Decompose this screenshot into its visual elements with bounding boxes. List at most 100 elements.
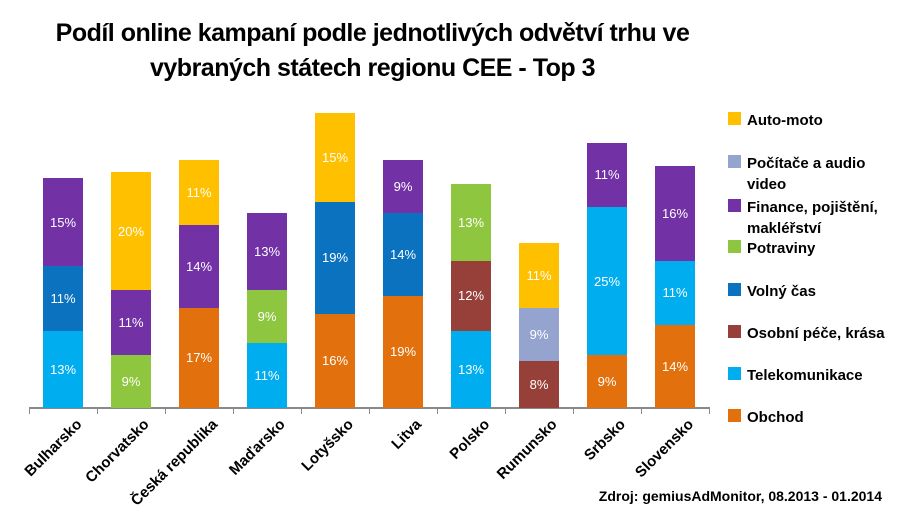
- legend-swatch-icon: [728, 409, 741, 422]
- bar-segment: 16%: [315, 313, 355, 408]
- segment-value-label: 17: [185, 350, 201, 366]
- bar-segment: 8%: [519, 360, 559, 408]
- legend-item: Telekomunikace: [728, 365, 863, 386]
- segment-value-label: 14: [389, 247, 405, 263]
- bar-segment: 11%: [247, 343, 287, 408]
- segment-value-label: 13: [253, 244, 269, 260]
- stacked-bar-bulharsko: 13% 11% 15%: [43, 177, 83, 408]
- segment-unit-label: %: [336, 353, 349, 369]
- legend-label: Osobní péče, krása: [747, 325, 885, 342]
- segment-unit-label: %: [267, 368, 280, 384]
- bar-segment: 19%: [315, 201, 355, 314]
- bar-segment: 11%: [111, 290, 151, 355]
- legend-item: Obchod: [728, 407, 804, 428]
- bar-segment: 20%: [111, 172, 151, 291]
- bar-segment: 13%: [43, 331, 83, 408]
- legend-item: Volný čas: [728, 281, 816, 302]
- x-axis-tick: [97, 409, 98, 414]
- x-axis-tick: [505, 409, 506, 414]
- stacked-bar-chorvatsko: 9% 11% 20%: [111, 172, 151, 408]
- segment-value-label: 9: [121, 373, 129, 389]
- bar-segment: 14%: [179, 225, 219, 308]
- chart-title: Podíl online kampaní podle jednotlivých …: [0, 16, 745, 86]
- segment-unit-label: %: [131, 314, 144, 330]
- segment-unit-label: %: [63, 291, 76, 307]
- bar-segment: 14%: [383, 213, 423, 296]
- x-axis-category-label: Polsko: [446, 416, 494, 463]
- bar-segment: 11%: [179, 160, 219, 226]
- x-axis-tick: [301, 409, 302, 414]
- segment-value-label: 9: [393, 179, 401, 195]
- segment-value-label: 15: [321, 149, 337, 165]
- segment-unit-label: %: [199, 185, 212, 201]
- bar-segment: 16%: [655, 166, 695, 261]
- segment-unit-label: %: [608, 273, 621, 289]
- legend-item: Potraviny: [728, 238, 815, 259]
- segment-value-label: 19: [321, 250, 337, 266]
- x-axis-category-label: Bulharsko: [21, 416, 86, 480]
- segment-unit-label: %: [64, 362, 77, 378]
- segment-unit-label: %: [128, 373, 141, 389]
- segment-unit-label: %: [64, 214, 77, 230]
- segment-unit-label: %: [536, 376, 549, 392]
- bar-segment: 9%: [111, 354, 151, 408]
- segment-value-label: 16: [661, 205, 677, 221]
- bar-segment: 13%: [451, 331, 491, 408]
- segment-unit-label: %: [472, 362, 485, 378]
- legend-item: Auto-moto: [728, 110, 823, 131]
- x-axis-tick: [29, 409, 30, 414]
- legend-swatch-icon: [728, 155, 741, 168]
- legend-swatch-icon: [728, 283, 741, 296]
- x-axis-category-label: Lotyšsko: [298, 416, 358, 475]
- chart-title-line1: Podíl online kampaní podle jednotlivých …: [55, 19, 690, 47]
- segment-unit-label: %: [676, 359, 689, 375]
- bar-segment: 9%: [383, 160, 423, 214]
- segment-value-label: 16: [321, 353, 337, 369]
- segment-value-label: 19: [389, 344, 405, 360]
- chart-title-line2: vybraných státech regionu CEE - Top 3: [149, 54, 596, 82]
- stacked-bar-slovensko: 14% 11% 16%: [655, 166, 695, 408]
- legend-swatch-icon: [728, 112, 741, 125]
- bar-segment: 9%: [587, 354, 627, 408]
- segment-value-label: 11: [186, 185, 200, 201]
- x-axis-tick: [641, 409, 642, 414]
- segment-value-label: 13: [49, 362, 65, 378]
- bar-segment: 11%: [43, 266, 83, 332]
- stacked-bar-loty-sko: 16% 19% 15%: [315, 113, 355, 408]
- segment-unit-label: %: [675, 285, 688, 301]
- x-axis-category-label: Srbsko: [581, 416, 630, 464]
- source-note: Zdroj: gemiusAdMonitor, 08.2013 - 01.201…: [598, 488, 882, 504]
- legend-swatch-icon: [728, 325, 741, 338]
- x-axis-category-label: Maďarsko: [226, 416, 290, 479]
- segment-unit-label: %: [268, 244, 281, 260]
- segment-value-label: 12: [457, 288, 473, 304]
- legend-item: Finance, pojištění, makléřství: [728, 197, 897, 239]
- segment-unit-label: %: [404, 344, 417, 360]
- bar-segment: 11%: [655, 260, 695, 326]
- bar-segment: 15%: [315, 113, 355, 202]
- bar-segment: 14%: [655, 325, 695, 408]
- stacked-bar-srbsko: 9% 25% 11%: [587, 142, 627, 408]
- stacked-bar-litva: 19% 14% 9%: [383, 160, 423, 408]
- segment-value-label: 13: [457, 214, 473, 230]
- legend-swatch-icon: [728, 240, 741, 253]
- segment-value-label: 11: [50, 291, 64, 307]
- legend-swatch-icon: [728, 199, 741, 212]
- stacked-bar-rumunsko: 8% 9% 11%: [519, 242, 559, 408]
- stacked-bar-polsko: 13% 12% 13%: [451, 183, 491, 408]
- legend-label: Volný čas: [747, 283, 816, 300]
- bar-segment: 11%: [587, 142, 627, 208]
- stacked-bar--esk-republika: 17% 14% 11%: [179, 160, 219, 408]
- segment-unit-label: %: [200, 258, 213, 274]
- segment-value-label: 14: [185, 258, 201, 274]
- stacked-bar-ma-arsko: 11% 9% 13%: [247, 213, 287, 408]
- x-axis-tick: [165, 409, 166, 414]
- x-axis-tick: [437, 409, 438, 414]
- bar-segment: 25%: [587, 207, 627, 355]
- bar-segment: 13%: [247, 213, 287, 291]
- segment-value-label: 25: [593, 273, 609, 289]
- segment-unit-label: %: [676, 205, 689, 221]
- legend-label: Finance, pojištění, makléřství: [747, 199, 878, 237]
- segment-unit-label: %: [400, 179, 413, 195]
